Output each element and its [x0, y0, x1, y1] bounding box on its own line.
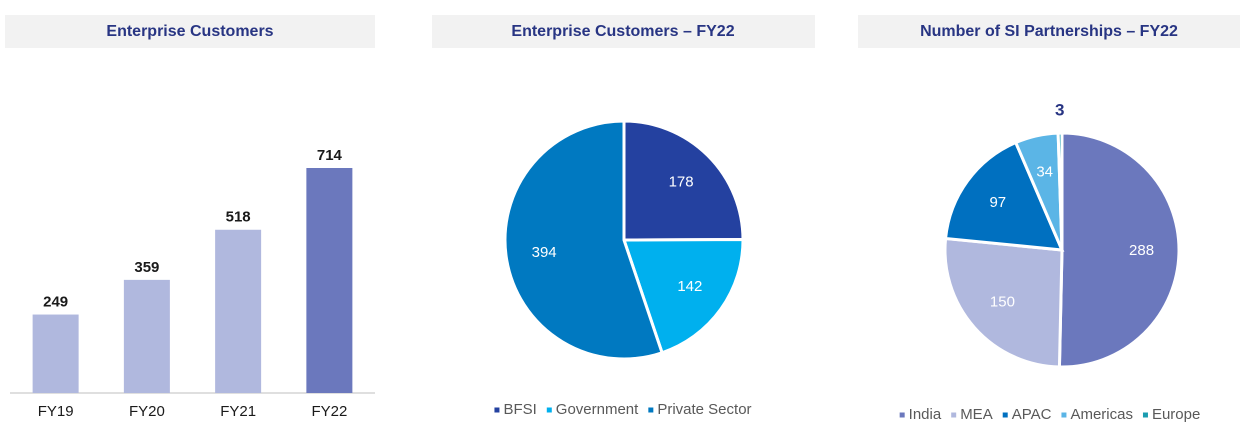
data-label: 34	[1036, 163, 1053, 180]
chart-title: Number of SI Partnerships – FY22	[920, 23, 1178, 40]
legend-swatch	[899, 412, 905, 418]
pie-slice	[943, 140, 1065, 252]
data-label: 714	[317, 147, 343, 164]
bar	[215, 229, 262, 393]
legend-label: India	[909, 406, 942, 423]
data-label: 142	[677, 278, 702, 295]
legend-label: MEA	[960, 406, 993, 423]
pie-slice	[1057, 131, 1181, 369]
legend-swatch	[648, 407, 654, 413]
legend-label: Government	[556, 401, 639, 418]
x-tick-label: FY22	[311, 403, 347, 420]
data-label: 359	[134, 259, 159, 276]
legend-label: BFSI	[503, 401, 536, 418]
data-label: 97	[989, 194, 1006, 211]
title-box	[432, 15, 815, 48]
data-label: 178	[669, 174, 694, 191]
bar	[306, 168, 353, 393]
legend-swatch	[1002, 412, 1008, 418]
x-tick-label: FY20	[129, 403, 165, 420]
pie-slice	[943, 236, 1064, 369]
data-label: 3	[1055, 101, 1064, 120]
x-tick-label: FY19	[38, 403, 74, 420]
legend-label: Europe	[1152, 406, 1200, 423]
pie-slice	[503, 119, 664, 361]
data-label: 394	[532, 244, 557, 261]
legend-swatch	[546, 407, 552, 413]
legend-label: Private Sector	[657, 401, 751, 418]
legend-swatch	[1061, 412, 1067, 418]
legend-label: APAC	[1012, 406, 1052, 423]
legend-label: Americas	[1070, 406, 1133, 423]
bar	[32, 314, 79, 393]
pie-slice	[622, 119, 745, 242]
legend-swatch	[951, 412, 957, 418]
chart-title: Enterprise Customers	[106, 23, 273, 40]
data-label: 150	[990, 294, 1015, 311]
x-tick-label: FY21	[220, 403, 256, 420]
data-label: 288	[1129, 242, 1154, 259]
legend-swatch	[494, 407, 500, 413]
pie-slice	[1056, 131, 1064, 251]
bar	[123, 279, 170, 393]
title-box	[5, 15, 375, 48]
data-label: 518	[226, 209, 251, 226]
data-label: 249	[43, 294, 68, 311]
legend-swatch	[1142, 412, 1148, 418]
title-box	[858, 15, 1240, 48]
chart-title: Enterprise Customers – FY22	[511, 23, 734, 40]
